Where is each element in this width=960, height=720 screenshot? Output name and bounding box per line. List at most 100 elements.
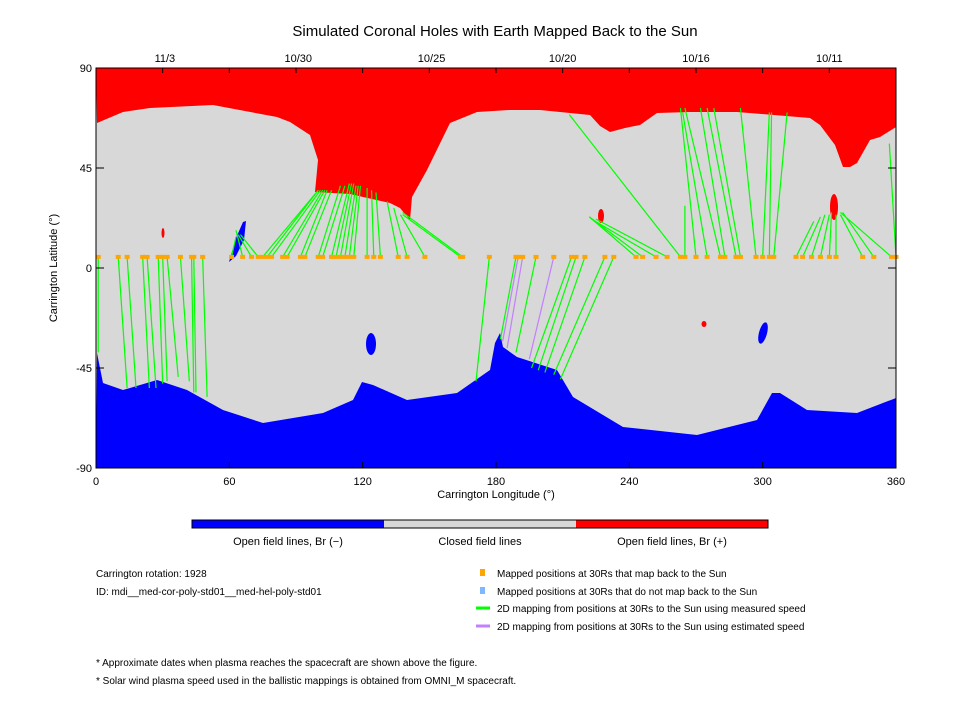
measured-mapping-line [157,256,164,384]
y-tick-label: 45 [80,163,92,175]
mapped-point [682,254,688,259]
mapped-point [602,254,608,259]
mapped-point [346,254,352,259]
x-tick-label: 240 [620,476,638,488]
north-open-positive-region [96,68,896,220]
measured-mapping-line [699,107,726,257]
mapped-point [889,254,895,259]
mapped-point [351,254,357,259]
measured-mapping-line [842,212,875,258]
mapped-point [704,254,710,259]
estimated-mapping-line [502,256,519,342]
mapped-point [800,254,806,259]
small-positive-hole [598,209,604,223]
mapped-point [737,254,743,259]
mapped-point [260,254,266,259]
mapped-point [766,254,772,259]
y-tick-label: 0 [86,263,92,275]
measured-mapping-line [839,214,864,258]
mapped-point [833,254,839,259]
measured-mapping-line [190,256,195,393]
y-tick-label: 90 [80,63,92,75]
plot-area [95,67,899,469]
mapped-point [404,254,410,259]
y-tick-label: -90 [76,463,92,475]
small-positive-hole [701,321,707,327]
measured-mapping-line [353,185,362,257]
mapped-point [191,254,197,259]
top-date-label: 10/20 [549,53,577,65]
mapped-point [871,254,877,259]
mapped-point [533,254,539,259]
colorbar-open-positive [576,520,768,528]
measured-mapping-line [840,211,892,258]
measured-mapping-line [591,218,657,258]
colorbar-label-positive: Open field lines, Br (+) [617,536,727,548]
top-date-label: 10/25 [418,53,446,65]
y-axis-label: Carrington Latitude (°) [48,214,60,322]
measured-mapping-line [202,256,208,397]
top-date-axis: 11/3 10/30 10/25 10/20 10/16 10/11 [155,53,843,73]
mapped-point [653,254,659,259]
measured-mapping-line [595,218,668,258]
mapped-point [793,254,799,259]
small-negative-hole [758,322,768,344]
measured-mapping-line [237,234,253,258]
measured-mapping-line [348,185,359,257]
measured-mapping-line [339,183,355,257]
measured-mapping-line [588,216,637,258]
mapped-point [717,254,723,259]
measured-mapping-line [266,189,319,258]
top-date-label: 10/11 [816,53,843,65]
colorbar-open-negative [192,520,384,528]
measured-mapping-line [402,211,464,258]
legend-mapped-marker [480,569,485,576]
mapped-point [229,254,235,259]
measured-mapping-line [166,256,179,377]
measured-mapping-line [819,214,830,258]
mapped-point [264,254,270,259]
mapped-point [320,254,326,259]
mapped-point [633,254,639,259]
mapped-point [809,254,815,259]
legend-mapped: Mapped positions at 30Rs that map back t… [497,569,727,580]
mapped-point [124,254,130,259]
y-axis: 90 45 0 -45 -90 [76,63,896,475]
measured-mapping-line [773,112,788,257]
mapped-point [164,254,170,259]
measured-mapping-line [713,107,742,257]
legend: Mapped positions at 30Rs that map back t… [476,569,806,633]
measured-mapping-line [146,256,157,389]
measured-mapping-line [271,189,321,258]
small-negative-hole [366,333,376,355]
note-dates: * Approximate dates when plasma reaches … [96,658,477,669]
measured-mapping-line [317,185,342,258]
mapped-point [240,254,246,259]
x-axis: 0 60 120 180 240 300 360 [93,462,905,488]
measured-mapping-line [553,256,606,375]
mapped-point [486,254,492,259]
mapped-point [302,254,308,259]
measured-mapping-line [126,256,137,389]
mapped-point [551,254,557,259]
colorbar-label-negative: Open field lines, Br (−) [233,536,343,548]
mapped-point [160,254,166,259]
mapped-point [664,254,670,259]
mapped-point [155,254,161,259]
carrington-rotation: Carrington rotation: 1928 [96,569,207,580]
measured-mapping-line [568,114,681,258]
mapping-lines [97,107,897,397]
measured-mapping-line [802,216,821,258]
measured-mapping-line [386,201,399,258]
mapped-point [255,254,261,259]
measured-mapping-line [810,214,826,258]
x-tick-label: 120 [353,476,371,488]
top-date-label: 11/3 [155,53,176,65]
measured-mapping-line [402,214,461,258]
mapped-point [582,254,588,259]
mapped-point [520,254,526,259]
y-tick-label: -45 [76,363,92,375]
measured-mapping-line [322,185,346,258]
measured-mapping-line [530,256,573,369]
chart-title: Simulated Coronal Holes with Earth Mappe… [292,23,697,40]
